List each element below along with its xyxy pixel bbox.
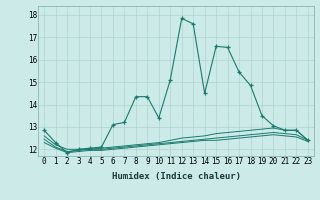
- X-axis label: Humidex (Indice chaleur): Humidex (Indice chaleur): [111, 172, 241, 181]
